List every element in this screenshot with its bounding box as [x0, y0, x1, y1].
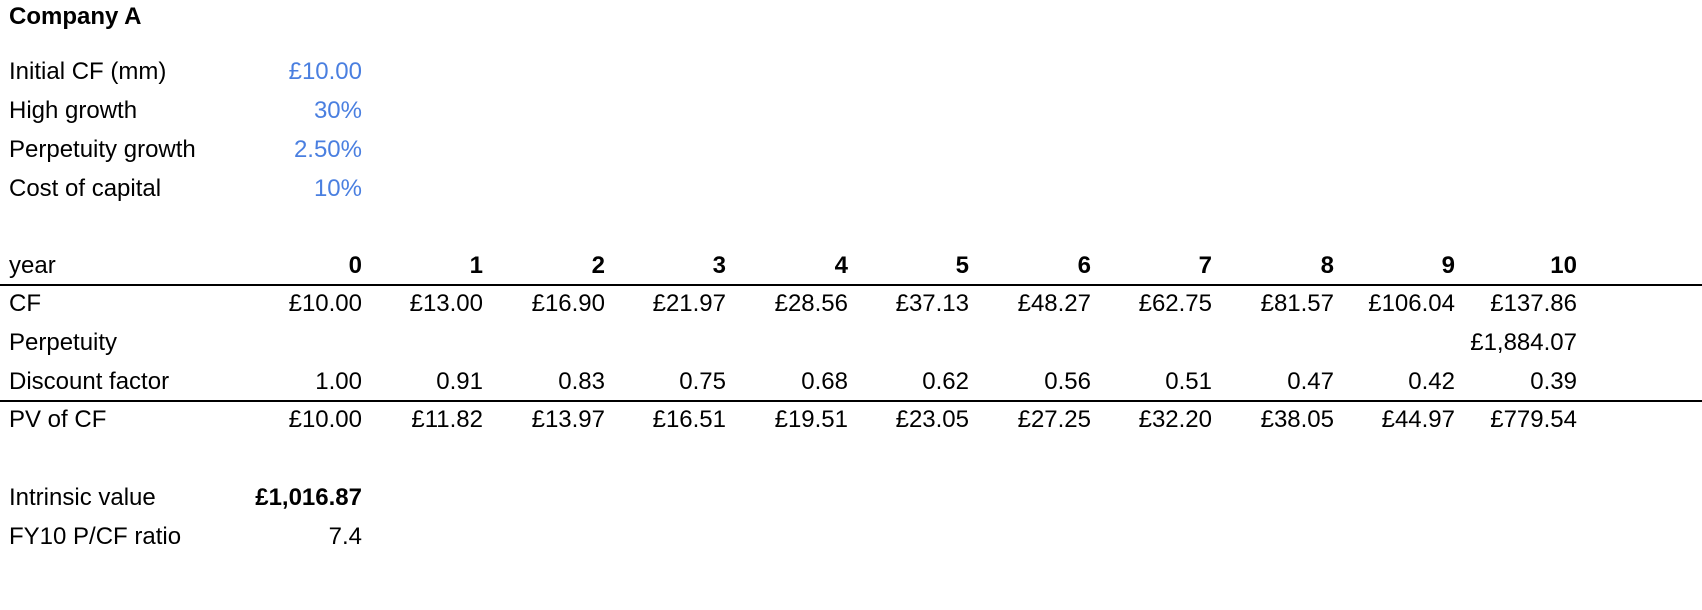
- input-value-initial-cf[interactable]: £10.00: [288, 58, 362, 85]
- result-value-pcf-ratio: 7.4: [328, 523, 362, 550]
- cf-cell: £10.00: [288, 290, 362, 317]
- pv-cell: £27.25: [1017, 406, 1091, 433]
- discount-factor-cell: 0.39: [1530, 368, 1577, 395]
- cf-cell: £37.13: [895, 290, 969, 317]
- row-label-discount-factor: Discount factor: [9, 368, 170, 395]
- discount-factor-cell: 0.91: [436, 368, 483, 395]
- cf-cell: £137.86: [1490, 290, 1577, 317]
- discount-factor-cell: 1.00: [315, 368, 362, 395]
- cf-cell: £106.04: [1368, 290, 1455, 317]
- row-label-perpetuity: Perpetuity: [9, 329, 118, 356]
- result-label-intrinsic-value: Intrinsic value: [9, 484, 156, 511]
- discount-factor-cell: 0.83: [558, 368, 605, 395]
- cf-cell: £48.27: [1017, 290, 1091, 317]
- pv-cell: £11.82: [411, 406, 483, 433]
- year-header-cell: 10: [1550, 252, 1577, 279]
- pv-cell: £10.00: [288, 406, 362, 433]
- input-label-high-growth: High growth: [9, 97, 138, 124]
- discount-factor-cell: 0.75: [679, 368, 726, 395]
- discount-factor-cell: 0.51: [1165, 368, 1212, 395]
- sheet-title: Company A: [9, 3, 142, 30]
- year-header-cell: 2: [591, 252, 605, 279]
- cf-cell: £16.90: [531, 290, 605, 317]
- year-header-cell: 0: [348, 252, 362, 279]
- cf-cell: £62.75: [1138, 290, 1212, 317]
- discount-factor-cell: 0.42: [1408, 368, 1455, 395]
- input-value-cost-of-capital[interactable]: 10%: [313, 175, 362, 202]
- pv-cell: £32.20: [1138, 406, 1212, 433]
- pv-cell: £44.97: [1381, 406, 1455, 433]
- pv-cell: £38.05: [1260, 406, 1334, 433]
- year-header-cell: 1: [469, 252, 483, 279]
- pv-cell: £19.51: [774, 406, 848, 433]
- input-label-perpetuity-growth: Perpetuity growth: [9, 136, 196, 163]
- input-label-initial-cf: Initial CF (mm): [9, 58, 167, 85]
- pv-cell: £23.05: [895, 406, 969, 433]
- year-header-cell: 5: [955, 252, 969, 279]
- discount-factor-cell: 0.68: [801, 368, 848, 395]
- pv-cell: £13.97: [531, 406, 605, 433]
- row-label-cf: CF: [9, 290, 41, 317]
- input-value-high-growth[interactable]: 30%: [313, 97, 362, 124]
- input-label-cost-of-capital: Cost of capital: [9, 175, 162, 202]
- pv-cell: £779.54: [1490, 406, 1577, 433]
- cf-cell: £21.97: [652, 290, 726, 317]
- cf-cell: £28.56: [774, 290, 848, 317]
- year-header-cell: 7: [1198, 252, 1212, 279]
- result-value-intrinsic-value: £1,016.87: [255, 484, 362, 511]
- year-header-cell: 3: [712, 252, 726, 279]
- row-label-pv-of-cf: PV of CF: [9, 406, 107, 433]
- cf-cell: £81.57: [1260, 290, 1334, 317]
- year-header-cell: 8: [1320, 252, 1334, 279]
- year-header-label: year: [9, 252, 56, 279]
- perpetuity-cell: £1,884.07: [1470, 329, 1577, 356]
- year-header-cell: 9: [1441, 252, 1455, 279]
- pv-cell: £16.51: [652, 406, 726, 433]
- result-label-pcf-ratio: FY10 P/CF ratio: [9, 523, 182, 550]
- discount-factor-cell: 0.56: [1044, 368, 1091, 395]
- header-divider: [0, 284, 1702, 286]
- cf-cell: £13.00: [409, 290, 483, 317]
- year-header-cell: 6: [1077, 252, 1091, 279]
- discount-factor-cell: 0.47: [1287, 368, 1334, 395]
- year-header-cell: 4: [834, 252, 848, 279]
- discount-factor-cell: 0.62: [922, 368, 969, 395]
- total-divider: [0, 400, 1702, 402]
- input-value-perpetuity-growth[interactable]: 2.50%: [293, 136, 362, 163]
